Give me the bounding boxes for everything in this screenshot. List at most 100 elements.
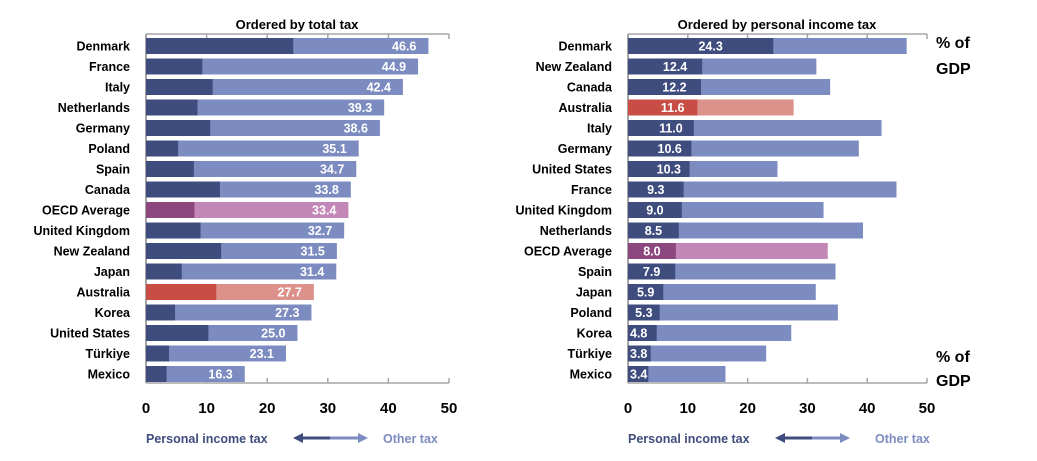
- data-label-pit: 8.5: [645, 224, 662, 238]
- bar-row: Spain 34.7: [96, 161, 357, 177]
- category-label: Denmark: [77, 40, 131, 54]
- category-label: Mexico: [88, 368, 131, 382]
- bar-other-tax: [628, 222, 864, 239]
- bar-personal-income-tax: [628, 345, 651, 362]
- category-label: OECD Average: [524, 245, 612, 259]
- bar-row: United Kingdom 9.0: [515, 202, 824, 218]
- bar-personal-income-tax: [146, 304, 176, 321]
- bar-other-tax: [628, 181, 897, 198]
- data-label-pit: 11.0: [659, 122, 683, 136]
- bar-personal-income-tax: [628, 263, 676, 280]
- data-label-total: 33.8: [314, 183, 338, 197]
- bar-other-tax: [146, 140, 359, 157]
- bar-row: Netherlands 8.5: [540, 222, 864, 239]
- bar-row: United States 25.0: [50, 325, 298, 341]
- category-label: Australia: [77, 286, 132, 300]
- bar-row: Türkiye 3.8: [568, 345, 767, 362]
- bar-personal-income-tax: [628, 181, 684, 198]
- data-label-total: 42.4: [367, 81, 391, 95]
- category-label: New Zealand: [54, 245, 130, 259]
- bar-other-tax: [628, 243, 828, 259]
- bar-other-tax: [628, 263, 836, 280]
- bar-personal-income-tax: [628, 325, 657, 341]
- x-tick-label: 20: [259, 400, 276, 417]
- bar-row: Italy 42.4: [105, 79, 403, 95]
- arrow-right-head: [358, 433, 368, 443]
- category-label: Canada: [567, 81, 613, 95]
- bar-row: Mexico 3.4: [570, 366, 726, 382]
- unit-label: GDP: [936, 61, 971, 78]
- category-label: Spain: [578, 265, 612, 279]
- bar-personal-income-tax: [628, 222, 679, 239]
- data-label-pit: 9.3: [647, 183, 664, 197]
- legend-personal-income-tax: Personal income tax: [146, 432, 268, 446]
- data-label-total: 35.1: [322, 142, 346, 156]
- category-label: Canada: [85, 183, 131, 197]
- bar-other-tax: [146, 304, 312, 321]
- x-tick-label: 30: [319, 400, 336, 417]
- chart-panel-personal-income-tax: Ordered by personal income tax 0 10 20 30 40 5…: [515, 17, 971, 446]
- bar-personal-income-tax: [146, 366, 167, 382]
- bar-row: New Zealand 12.4: [536, 58, 817, 75]
- data-label-total: 25.0: [261, 327, 285, 341]
- unit-label: % of: [936, 349, 970, 366]
- unit-label: % of: [936, 35, 970, 52]
- category-label: Korea: [95, 306, 131, 320]
- data-label-total: 23.1: [250, 347, 274, 361]
- data-label-total: 16.3: [208, 368, 232, 382]
- category-label: Spain: [96, 163, 130, 177]
- bar-other-tax: [146, 161, 357, 177]
- data-label-pit: 9.0: [646, 204, 663, 218]
- category-label: United Kingdom: [33, 224, 130, 238]
- legend-other-tax: Other tax: [875, 432, 930, 446]
- bar-personal-income-tax: [628, 58, 703, 75]
- bar-row: Türkiye 23.1: [86, 345, 286, 362]
- bar-row: OECD Average 33.4: [42, 202, 349, 218]
- category-label: Italy: [105, 81, 130, 95]
- bar-personal-income-tax: [146, 38, 294, 54]
- arrow-left-head: [293, 433, 303, 443]
- category-label: Germany: [558, 142, 612, 156]
- data-label-pit: 5.9: [637, 286, 654, 300]
- bar-row: Poland 35.1: [88, 140, 359, 157]
- x-tick-label: 40: [380, 400, 397, 417]
- category-label: Japan: [94, 265, 130, 279]
- category-label: Japan: [576, 286, 612, 300]
- bar-row: Poland 5.3: [570, 304, 838, 321]
- bar-row: United States 10.3: [532, 161, 778, 177]
- category-label: Poland: [570, 306, 612, 320]
- bar-row: Korea 4.8: [577, 325, 792, 341]
- data-label-total: 27.7: [278, 286, 302, 300]
- bar-personal-income-tax: [628, 366, 649, 382]
- category-label: Netherlands: [58, 101, 130, 115]
- bar-personal-income-tax: [146, 263, 182, 280]
- category-label: Italy: [587, 122, 612, 136]
- bar-row: Italy 11.0: [587, 120, 882, 136]
- legend-personal-income-tax: Personal income tax: [628, 432, 750, 446]
- bar-personal-income-tax: [628, 99, 698, 116]
- bar-other-tax: [146, 202, 349, 218]
- bar-personal-income-tax: [146, 222, 201, 239]
- bar-personal-income-tax: [146, 243, 222, 259]
- bar-row: Denmark 46.6: [77, 38, 429, 54]
- data-label-total: 32.7: [308, 224, 332, 238]
- bar-personal-income-tax: [146, 325, 209, 341]
- bar-personal-income-tax: [146, 161, 194, 177]
- category-label: Korea: [577, 327, 613, 341]
- bar-row: Australia 11.6: [559, 99, 794, 116]
- bar-row: Germany 10.6: [558, 140, 859, 157]
- bar-personal-income-tax: [146, 284, 217, 300]
- chart-title: Ordered by total tax: [236, 17, 360, 32]
- category-label: Türkiye: [568, 347, 613, 361]
- data-label-pit: 3.4: [630, 368, 647, 382]
- bar-other-tax: [146, 99, 385, 116]
- bar-personal-income-tax: [628, 120, 694, 136]
- bar-other-tax: [628, 325, 792, 341]
- data-label-total: 31.4: [300, 265, 324, 279]
- x-tick-label: 30: [799, 400, 816, 417]
- category-label: Germany: [76, 122, 130, 136]
- data-label-total: 38.6: [344, 122, 368, 136]
- bar-other-tax: [146, 263, 337, 280]
- bar-other-tax: [146, 58, 419, 75]
- bar-row: Netherlands 39.3: [58, 99, 385, 116]
